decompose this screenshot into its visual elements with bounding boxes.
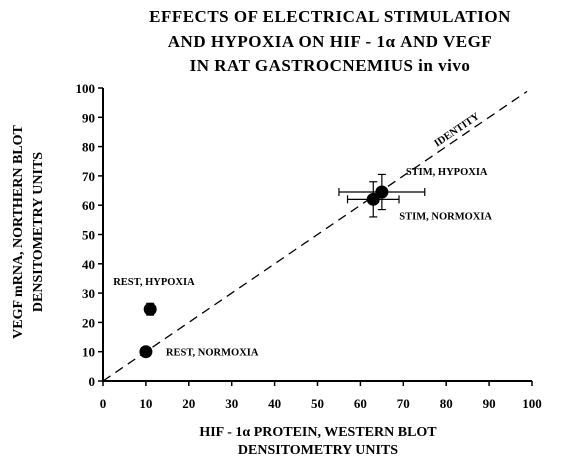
identity-label: IDENTITY: [432, 111, 481, 150]
x-axis-label: DENSITOMETRY UNITS: [238, 443, 398, 458]
x-tick-label: 0: [100, 396, 107, 411]
y-tick-label: 40: [82, 257, 95, 272]
x-tick-label: 70: [397, 396, 410, 411]
y-tick-label: 90: [82, 110, 95, 125]
x-tick-label: 30: [225, 396, 238, 411]
y-tick-label: 50: [82, 228, 95, 243]
x-tick-label: 90: [483, 396, 496, 411]
y-tick-label: 20: [82, 315, 95, 330]
point: [143, 302, 157, 316]
y-tick-label: 100: [76, 81, 96, 96]
chart-title: EFFECTS OF ELECTRICAL STIMULATION: [149, 7, 511, 26]
x-tick-label: 80: [440, 396, 453, 411]
chart-title: AND HYPOXIA ON HIF - 1α AND VEGF: [168, 32, 492, 51]
point: [366, 192, 380, 206]
y-tick-label: 60: [82, 198, 95, 213]
y-tick-label: 0: [89, 374, 96, 389]
point-label: REST, NORMOXIA: [166, 348, 259, 359]
x-tick-label: 40: [268, 396, 281, 411]
x-tick-label: 50: [311, 396, 324, 411]
y-axis-label: DENSITOMETRY UNITS: [31, 152, 46, 312]
x-tick-label: 60: [354, 396, 367, 411]
y-tick-label: 10: [82, 345, 95, 360]
point: [375, 185, 389, 199]
point: [139, 345, 153, 359]
x-tick-label: 100: [522, 396, 542, 411]
x-tick-label: 10: [139, 396, 152, 411]
y-tick-label: 30: [82, 286, 95, 301]
point-label: STIM, NORMOXIA: [399, 211, 492, 222]
y-tick-label: 80: [82, 140, 95, 155]
point-label: REST, HYPOXIA: [113, 277, 195, 288]
x-tick-label: 20: [182, 396, 195, 411]
point-label: STIM, HYPOXIA: [406, 167, 488, 178]
y-axis-label: VEGF mRNA, NORTHERN BLOT: [11, 125, 26, 339]
chart-title: IN RAT GASTROCNEMIUS in vivo: [190, 56, 471, 75]
identity-line: [102, 90, 528, 382]
x-axis-label: HIF - 1α PROTEIN, WESTERN BLOT: [199, 425, 437, 440]
y-tick-label: 70: [82, 169, 95, 184]
